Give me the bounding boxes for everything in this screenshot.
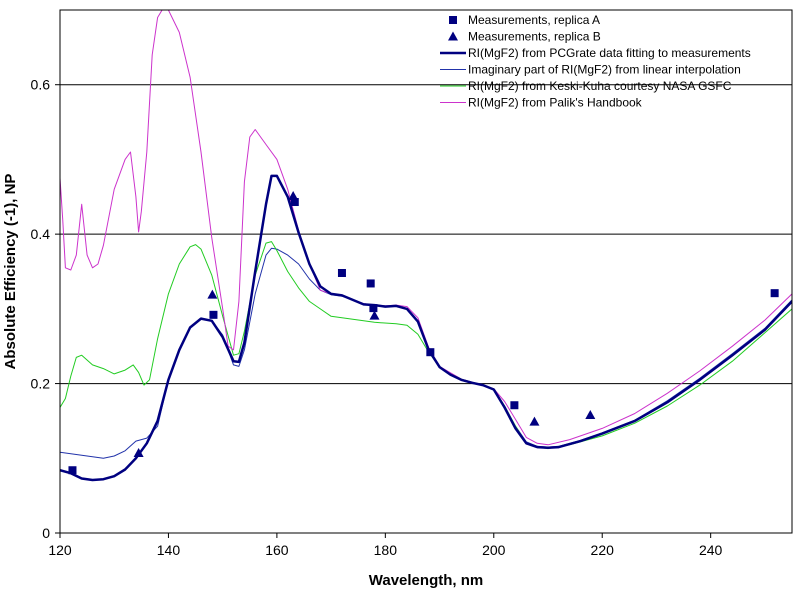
data-point-1-4: [529, 416, 540, 426]
data-point-0-5: [369, 304, 378, 313]
legend-item-0: Measurements, replica A: [449, 13, 600, 27]
data-point-0-7: [510, 401, 519, 410]
legend-item-4: RI(MgF2) from Keski-Kuha courtesy NASA G…: [440, 79, 732, 93]
data-point-0-4: [366, 279, 375, 288]
x-tick-label-2: 160: [265, 542, 289, 558]
marker-layer: [68, 191, 779, 475]
series-layer: [60, 10, 792, 482]
legend-item-1: Measurements, replica B: [448, 30, 601, 44]
y-tick-label-0: 0: [42, 525, 50, 541]
x-tick-label-1: 140: [157, 542, 181, 558]
legend-swatch-1: [448, 31, 458, 41]
data-point-0-1: [209, 310, 218, 319]
data-point-1-2: [288, 191, 299, 201]
legend: Measurements, replica A Measurements, rep…: [440, 13, 751, 110]
plot-frame: [59, 9, 793, 534]
legend-label-4: RI(MgF2) from Keski-Kuha courtesy NASA G…: [468, 79, 732, 93]
y-axis-title: Absolute Efficiency (-1), NP: [2, 174, 19, 370]
legend-item-5: RI(MgF2) from Palik's Handbook: [440, 96, 643, 110]
series-line-5: [60, 10, 792, 446]
data-point-0-0: [68, 466, 77, 475]
data-point-1-5: [585, 409, 596, 419]
legend-swatch-0: [449, 16, 457, 24]
x-tick-label-5: 220: [591, 542, 615, 558]
tick-layer: 120 140 160 180 200 220 240 0 0.2 0.4 0.6: [31, 77, 723, 558]
y-tick-label-2: 0.4: [31, 226, 51, 242]
legend-label-3: Imaginary part of RI(MgF2) from linear i…: [468, 63, 741, 77]
series-line-3: [60, 247, 792, 459]
data-point-0-6: [426, 348, 435, 357]
y-tick-label-1: 0.2: [31, 376, 51, 392]
legend-label-0: Measurements, replica A: [468, 13, 600, 27]
x-tick-label-4: 200: [482, 542, 506, 558]
x-tick-label-6: 240: [699, 542, 723, 558]
data-point-1-1: [207, 289, 218, 299]
legend-label-1: Measurements, replica B: [468, 30, 601, 44]
data-point-0-8: [770, 289, 779, 298]
legend-label-5: RI(MgF2) from Palik's Handbook: [468, 96, 643, 110]
data-point-1-0: [133, 448, 144, 458]
x-axis-title: Wavelength, nm: [369, 572, 483, 589]
legend-item-2: RI(MgF2) from PCGrate data fitting to me…: [440, 46, 751, 60]
y-tick-label-3: 0.6: [31, 77, 51, 93]
data-point-0-2: [290, 198, 299, 207]
data-point-0-3: [337, 268, 346, 277]
x-tick-label-0: 120: [48, 542, 72, 558]
grid-layer: [60, 84, 792, 385]
legend-label-2: RI(MgF2) from PCGrate data fitting to me…: [468, 46, 751, 60]
series-line-2: [60, 174, 792, 482]
x-tick-label-3: 180: [374, 542, 398, 558]
legend-item-3: Imaginary part of RI(MgF2) from linear i…: [440, 63, 741, 77]
data-point-1-3: [369, 310, 380, 320]
